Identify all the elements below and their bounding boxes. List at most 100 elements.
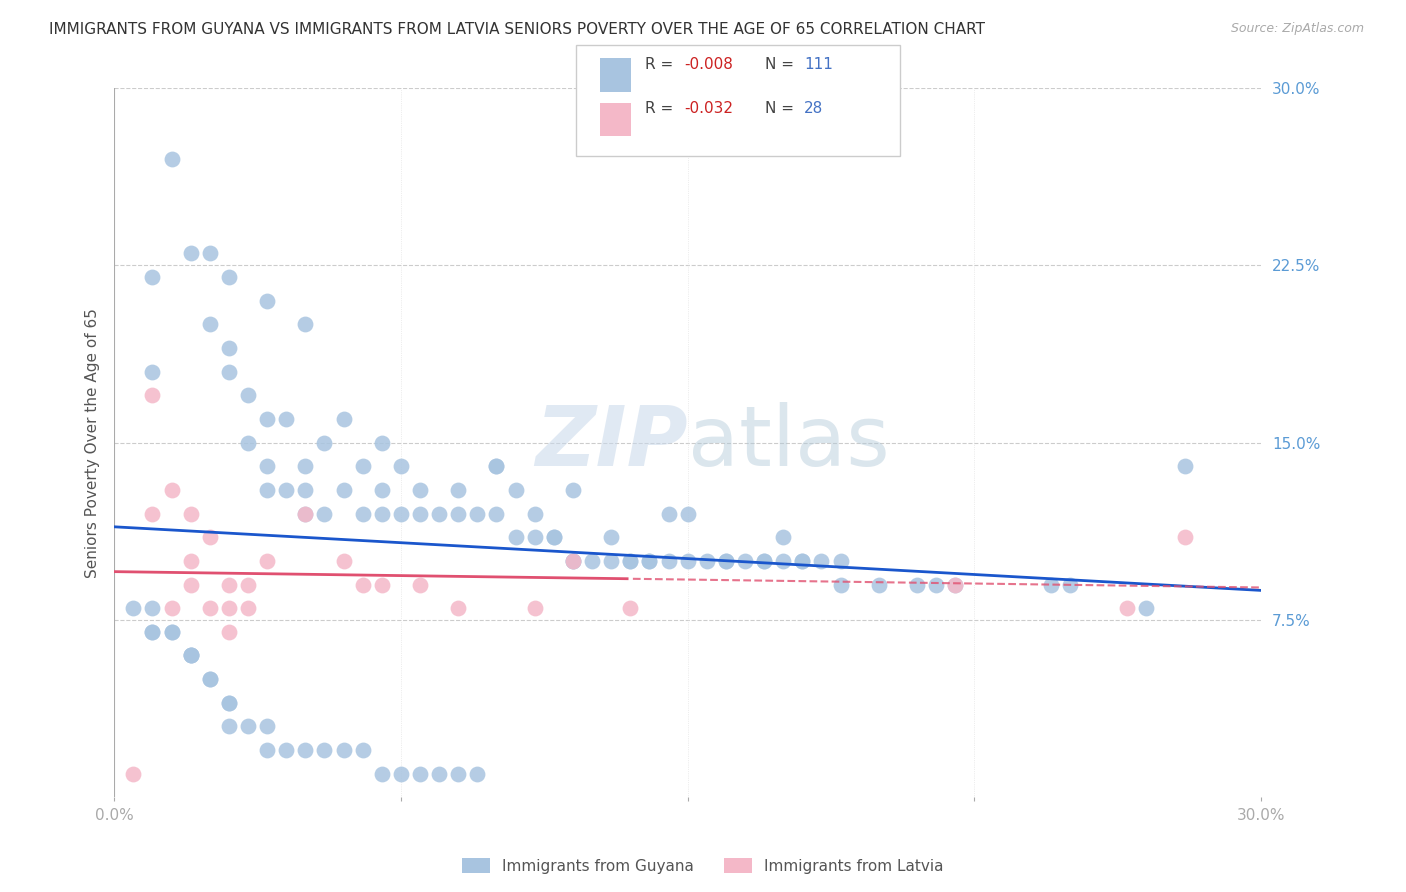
Point	[332, 554, 354, 568]
Point	[314, 507, 336, 521]
Point	[772, 530, 794, 544]
Point	[523, 507, 546, 521]
Point	[792, 554, 814, 568]
Point	[485, 459, 508, 474]
Point	[714, 554, 737, 568]
Point	[523, 530, 546, 544]
Point	[371, 435, 394, 450]
Text: atlas: atlas	[688, 402, 890, 483]
Point	[198, 601, 221, 615]
Point	[467, 766, 489, 780]
Point	[218, 365, 240, 379]
Point	[256, 459, 278, 474]
Point	[389, 507, 412, 521]
Point	[562, 554, 585, 568]
Point	[619, 554, 641, 568]
Point	[141, 388, 163, 402]
Point	[236, 577, 259, 591]
Point	[160, 152, 183, 166]
Point	[236, 601, 259, 615]
Point	[943, 577, 966, 591]
Point	[276, 483, 298, 497]
Point	[236, 719, 259, 733]
Point	[792, 554, 814, 568]
Point	[600, 530, 623, 544]
Text: N =: N =	[765, 57, 799, 71]
Point	[600, 554, 623, 568]
Point	[1174, 459, 1197, 474]
Point	[141, 507, 163, 521]
Point	[180, 648, 202, 663]
Point	[256, 483, 278, 497]
Text: IMMIGRANTS FROM GUYANA VS IMMIGRANTS FROM LATVIA SENIORS POVERTY OVER THE AGE OF: IMMIGRANTS FROM GUYANA VS IMMIGRANTS FRO…	[49, 22, 986, 37]
Point	[256, 719, 278, 733]
Point	[562, 554, 585, 568]
Point	[352, 743, 374, 757]
Point	[714, 554, 737, 568]
Text: ZIP: ZIP	[536, 402, 688, 483]
Point	[256, 554, 278, 568]
Point	[276, 743, 298, 757]
Text: 111: 111	[804, 57, 834, 71]
Point	[141, 365, 163, 379]
Point	[332, 483, 354, 497]
Point	[752, 554, 775, 568]
Point	[218, 601, 240, 615]
Point	[218, 341, 240, 355]
Point	[294, 459, 316, 474]
Point	[198, 672, 221, 686]
Point	[198, 318, 221, 332]
Point	[734, 554, 756, 568]
Point	[141, 624, 163, 639]
Point	[427, 766, 450, 780]
Point	[160, 624, 183, 639]
Legend: Immigrants from Guyana, Immigrants from Latvia: Immigrants from Guyana, Immigrants from …	[456, 852, 950, 880]
Text: 28: 28	[804, 102, 824, 116]
Point	[925, 577, 948, 591]
Point	[276, 412, 298, 426]
Point	[409, 507, 432, 521]
Point	[294, 483, 316, 497]
Text: R =: R =	[645, 102, 679, 116]
Point	[141, 601, 163, 615]
Point	[236, 388, 259, 402]
Point	[218, 270, 240, 285]
Point	[198, 246, 221, 260]
Point	[447, 601, 470, 615]
Point	[218, 719, 240, 733]
Point	[160, 624, 183, 639]
Point	[676, 507, 699, 521]
Point	[352, 577, 374, 591]
Point	[180, 554, 202, 568]
Point	[371, 766, 394, 780]
Point	[180, 246, 202, 260]
Point	[332, 412, 354, 426]
Point	[905, 577, 928, 591]
Point	[294, 318, 316, 332]
Point	[1174, 530, 1197, 544]
Point	[485, 459, 508, 474]
Point	[696, 554, 718, 568]
Text: -0.008: -0.008	[685, 57, 734, 71]
Text: N =: N =	[765, 102, 799, 116]
Point	[314, 435, 336, 450]
Point	[294, 507, 316, 521]
Point	[180, 577, 202, 591]
Point	[122, 601, 145, 615]
Point	[160, 601, 183, 615]
Point	[562, 554, 585, 568]
Point	[427, 507, 450, 521]
Point	[180, 648, 202, 663]
Point	[180, 507, 202, 521]
Point	[943, 577, 966, 591]
Point	[505, 530, 527, 544]
Point	[256, 412, 278, 426]
Point	[389, 459, 412, 474]
Point	[218, 696, 240, 710]
Point	[218, 696, 240, 710]
Point	[772, 554, 794, 568]
Point	[447, 483, 470, 497]
Point	[543, 530, 565, 544]
Point	[371, 507, 394, 521]
Point	[523, 601, 546, 615]
